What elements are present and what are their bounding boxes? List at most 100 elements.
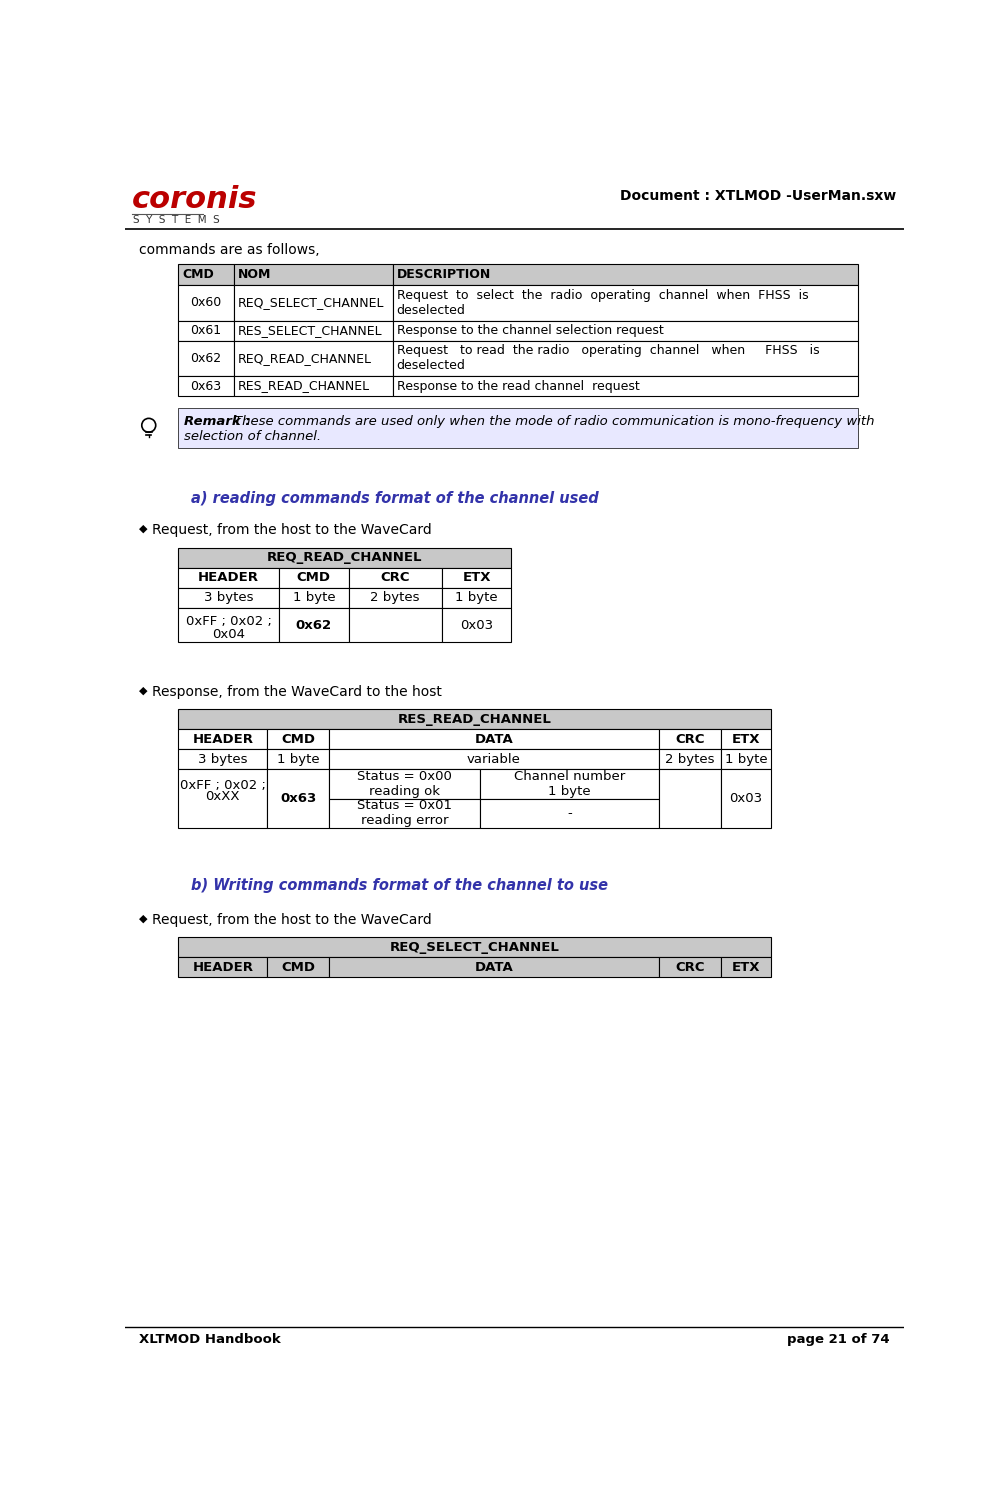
Text: RES_READ_CHANNEL: RES_READ_CHANNEL (397, 713, 551, 726)
Bar (178, 376, 234, 396)
Text: Document : XTLMOD -UserMan.sxw: Document : XTLMOD -UserMan.sxw (619, 189, 895, 202)
Bar (441, 587, 511, 609)
Bar (480, 770, 658, 799)
Text: These commands are used only when the mode of radio communication is mono-freque: These commands are used only when the mo… (234, 415, 874, 429)
Text: 2 bytes: 2 bytes (664, 753, 714, 766)
Bar (348, 568, 441, 587)
Bar (267, 749, 329, 770)
Bar (720, 770, 770, 827)
Bar (267, 770, 329, 827)
Text: page 21 of 74: page 21 of 74 (786, 1333, 889, 1345)
Bar (329, 749, 658, 770)
Bar (178, 938, 770, 957)
Text: 3 bytes: 3 bytes (198, 753, 248, 766)
Text: 0xFF ; 0x02 ;: 0xFF ; 0x02 ; (186, 616, 271, 628)
Text: 1 byte: 1 byte (724, 753, 766, 766)
Bar (279, 568, 348, 587)
Bar (658, 749, 720, 770)
Bar (658, 957, 720, 977)
Bar (178, 408, 857, 448)
Text: DATA: DATA (474, 960, 513, 974)
Bar (234, 285, 392, 320)
Text: Request  to  select  the  radio  operating  channel  when  FHSS  is
deselected: Request to select the radio operating ch… (396, 288, 807, 317)
Text: 0x62: 0x62 (191, 352, 222, 365)
Bar (392, 264, 857, 285)
Text: Status = 0x00
reading ok: Status = 0x00 reading ok (357, 770, 452, 799)
Text: XLTMOD Handbook: XLTMOD Handbook (139, 1333, 281, 1345)
Bar (267, 729, 329, 749)
Bar (658, 770, 720, 827)
Bar (348, 609, 441, 642)
Text: variable: variable (466, 753, 521, 766)
Text: 0x63: 0x63 (280, 793, 316, 805)
Bar (348, 587, 441, 609)
Bar (178, 770, 267, 827)
Bar (178, 264, 234, 285)
Text: CRC: CRC (380, 571, 409, 584)
Text: CMD: CMD (182, 267, 214, 281)
Text: 0x61: 0x61 (191, 325, 222, 337)
Bar (178, 548, 511, 568)
Text: ◆: ◆ (139, 914, 147, 924)
Text: 0xFF ; 0x02 ;: 0xFF ; 0x02 ; (180, 779, 266, 791)
Text: 0x62: 0x62 (296, 619, 332, 631)
Text: ETX: ETX (731, 960, 759, 974)
Text: 0xXX: 0xXX (206, 790, 240, 802)
Text: 1 byte: 1 byte (277, 753, 319, 766)
Text: REQ_SELECT_CHANNEL: REQ_SELECT_CHANNEL (238, 296, 384, 310)
Bar (720, 957, 770, 977)
Text: CRC: CRC (674, 732, 704, 746)
Text: DESCRIPTION: DESCRIPTION (396, 267, 490, 281)
Bar (329, 799, 480, 827)
Text: 0x63: 0x63 (191, 379, 222, 393)
Bar (392, 285, 857, 320)
Text: Status = 0x01
reading error: Status = 0x01 reading error (357, 799, 452, 827)
Text: Request   to read  the radio   operating  channel   when     FHSS   is
deselecte: Request to read the radio operating chan… (396, 344, 818, 373)
Text: a) reading commands format of the channel used: a) reading commands format of the channe… (192, 491, 599, 506)
Text: Request, from the host to the WaveCard: Request, from the host to the WaveCard (151, 912, 431, 927)
Bar (329, 957, 658, 977)
Bar (392, 320, 857, 341)
Text: RES_SELECT_CHANNEL: RES_SELECT_CHANNEL (238, 325, 382, 337)
Text: -: - (567, 806, 572, 820)
Text: REQ_READ_CHANNEL: REQ_READ_CHANNEL (238, 352, 371, 365)
Bar (178, 587, 279, 609)
Bar (234, 376, 392, 396)
Text: CRC: CRC (674, 960, 704, 974)
Bar (178, 341, 234, 376)
Text: ◆: ◆ (139, 524, 147, 535)
Bar (720, 729, 770, 749)
Text: HEADER: HEADER (192, 732, 253, 746)
Text: HEADER: HEADER (198, 571, 259, 584)
Text: S  Y  S  T  E  M  S: S Y S T E M S (133, 214, 220, 225)
Bar (720, 749, 770, 770)
Bar (178, 568, 279, 587)
Bar (178, 957, 267, 977)
Text: Response to the channel selection request: Response to the channel selection reques… (396, 325, 663, 337)
Text: selection of channel.: selection of channel. (185, 430, 321, 442)
Text: NOM: NOM (238, 267, 271, 281)
Bar (178, 749, 267, 770)
Text: ETX: ETX (731, 732, 759, 746)
Text: RES_READ_CHANNEL: RES_READ_CHANNEL (238, 379, 370, 393)
Bar (178, 710, 770, 729)
Bar (178, 320, 234, 341)
Bar (658, 729, 720, 749)
Bar (279, 609, 348, 642)
Bar (329, 729, 658, 749)
Bar (441, 609, 511, 642)
Text: b) Writing commands format of the channel to use: b) Writing commands format of the channe… (192, 877, 608, 892)
Text: coronis: coronis (131, 186, 257, 214)
Text: REQ_SELECT_CHANNEL: REQ_SELECT_CHANNEL (389, 941, 559, 954)
Bar (178, 285, 234, 320)
Bar (392, 376, 857, 396)
Text: 0x04: 0x04 (212, 628, 245, 640)
Text: ◆: ◆ (139, 686, 147, 696)
Text: Remark :: Remark : (185, 415, 251, 429)
Text: Request, from the host to the WaveCard: Request, from the host to the WaveCard (151, 522, 431, 538)
Text: 0x03: 0x03 (728, 793, 761, 805)
Text: Response to the read channel  request: Response to the read channel request (396, 381, 639, 393)
Bar (480, 799, 658, 827)
Bar (178, 609, 279, 642)
Bar (234, 320, 392, 341)
